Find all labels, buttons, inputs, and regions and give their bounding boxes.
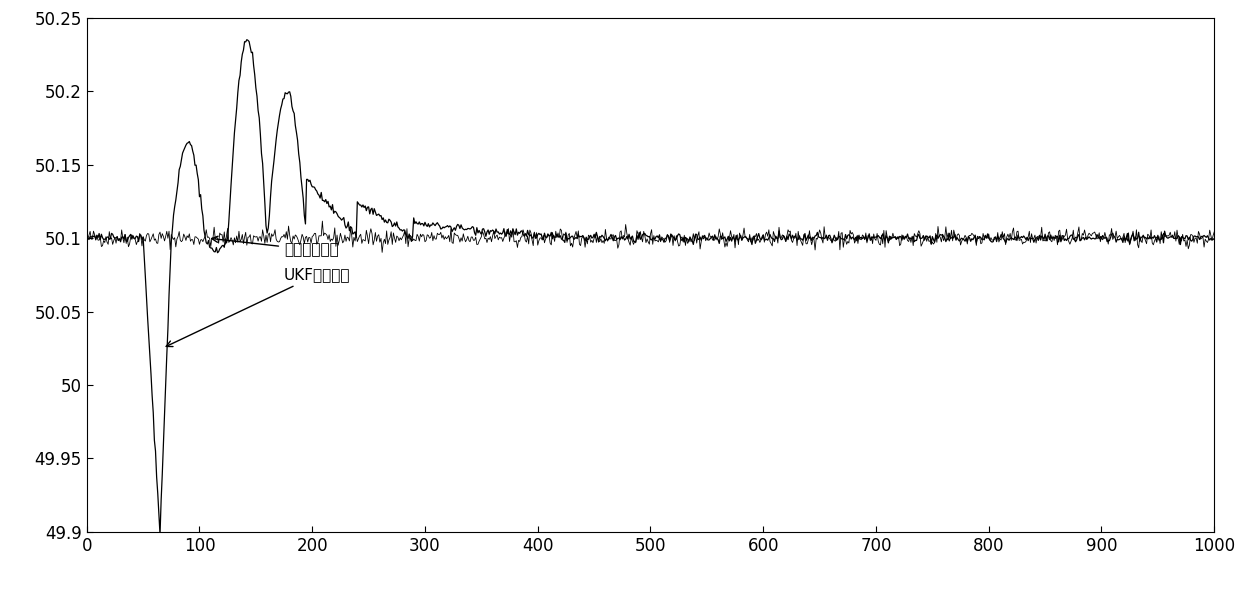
Text: UKF基波频率: UKF基波频率 [166,267,351,346]
Text: 实际基波频率: 实际基波频率 [212,236,338,257]
